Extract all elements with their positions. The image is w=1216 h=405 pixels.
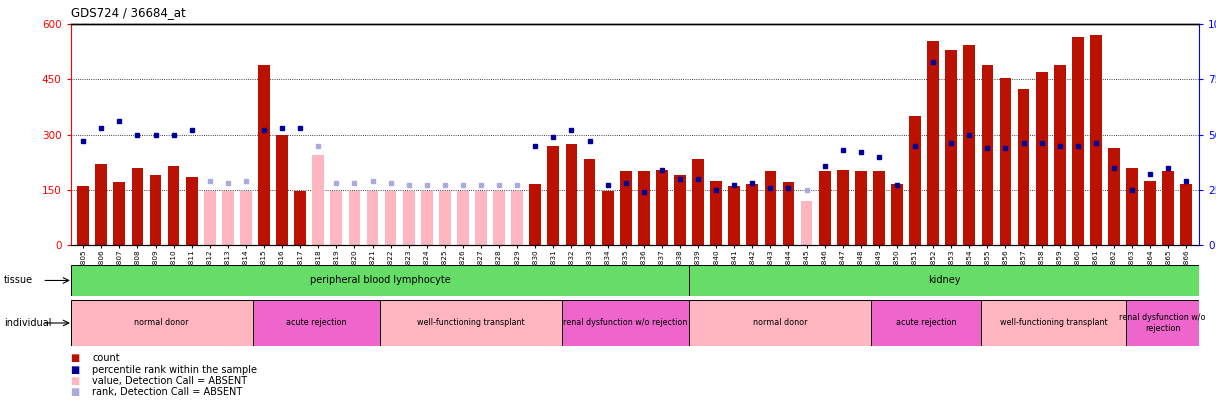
Text: individual: individual xyxy=(4,318,51,328)
Bar xyxy=(150,175,162,245)
Bar xyxy=(402,191,415,245)
Bar xyxy=(258,65,270,245)
Text: ■: ■ xyxy=(71,388,80,397)
Bar xyxy=(747,184,759,245)
Bar xyxy=(512,191,523,245)
Text: rank, Detection Call = ABSENT: rank, Detection Call = ABSENT xyxy=(92,388,243,397)
Bar xyxy=(963,45,975,245)
Bar xyxy=(313,155,325,245)
Bar xyxy=(565,144,578,245)
Bar xyxy=(818,171,831,245)
Text: kidney: kidney xyxy=(928,275,961,286)
Bar xyxy=(981,65,993,245)
Bar xyxy=(71,300,253,346)
Bar xyxy=(367,191,378,245)
Bar xyxy=(855,171,867,245)
Bar xyxy=(439,191,451,245)
Bar xyxy=(240,191,252,245)
Bar xyxy=(421,191,433,245)
Text: count: count xyxy=(92,354,120,363)
Bar xyxy=(800,201,812,245)
Bar xyxy=(276,134,288,245)
Bar xyxy=(872,300,980,346)
Text: ■: ■ xyxy=(71,354,80,363)
Bar xyxy=(253,300,379,346)
Text: normal donor: normal donor xyxy=(753,318,807,328)
Bar xyxy=(910,116,921,245)
Bar xyxy=(945,50,957,245)
Bar xyxy=(602,191,614,245)
Bar xyxy=(1144,181,1156,245)
Bar xyxy=(710,181,722,245)
Bar xyxy=(168,166,180,245)
Bar xyxy=(783,183,794,245)
Bar xyxy=(294,191,306,245)
Bar xyxy=(1162,171,1175,245)
Bar xyxy=(1090,35,1102,245)
Bar xyxy=(204,191,215,245)
Bar xyxy=(1054,65,1065,245)
Text: well-functioning transplant: well-functioning transplant xyxy=(417,318,525,328)
Bar xyxy=(457,191,469,245)
Bar xyxy=(638,171,649,245)
Text: value, Detection Call = ABSENT: value, Detection Call = ABSENT xyxy=(92,376,248,386)
Bar xyxy=(1018,89,1030,245)
Bar xyxy=(78,186,89,245)
Bar xyxy=(529,184,541,245)
Text: ■: ■ xyxy=(71,376,80,386)
Bar xyxy=(674,175,686,245)
Text: normal donor: normal donor xyxy=(134,318,188,328)
Text: well-functioning transplant: well-functioning transplant xyxy=(1000,318,1108,328)
Text: GDS724 / 36684_at: GDS724 / 36684_at xyxy=(71,6,185,19)
Bar xyxy=(689,265,1199,296)
Bar xyxy=(1000,78,1012,245)
Bar xyxy=(349,191,360,245)
Bar xyxy=(584,159,596,245)
Bar xyxy=(71,265,689,296)
Bar xyxy=(494,191,505,245)
Text: renal dysfunction w/o
rejection: renal dysfunction w/o rejection xyxy=(1119,313,1206,333)
Bar xyxy=(1181,184,1192,245)
Bar xyxy=(1126,300,1199,346)
Bar xyxy=(728,186,741,245)
Bar xyxy=(1073,37,1083,245)
Bar xyxy=(765,171,776,245)
Bar xyxy=(562,300,689,346)
Bar xyxy=(131,168,143,245)
Bar xyxy=(655,170,668,245)
Bar xyxy=(928,41,939,245)
Bar xyxy=(379,300,562,346)
Bar xyxy=(384,191,396,245)
Text: peripheral blood lymphocyte: peripheral blood lymphocyte xyxy=(310,275,450,286)
Bar xyxy=(692,159,704,245)
Bar xyxy=(837,170,849,245)
Bar xyxy=(475,191,486,245)
Bar xyxy=(186,177,197,245)
Text: acute rejection: acute rejection xyxy=(896,318,956,328)
Text: acute rejection: acute rejection xyxy=(286,318,347,328)
Text: tissue: tissue xyxy=(4,275,33,286)
Bar xyxy=(873,171,885,245)
Bar xyxy=(1036,72,1047,245)
Bar xyxy=(620,171,631,245)
Bar xyxy=(1108,147,1120,245)
Bar xyxy=(547,146,559,245)
Text: renal dysfunction w/o rejection: renal dysfunction w/o rejection xyxy=(563,318,688,328)
Bar xyxy=(95,164,107,245)
Text: ■: ■ xyxy=(71,365,80,375)
Bar xyxy=(689,300,872,346)
Bar xyxy=(331,191,342,245)
Bar xyxy=(113,183,125,245)
Bar xyxy=(1126,168,1138,245)
Bar xyxy=(223,191,233,245)
Text: percentile rank within the sample: percentile rank within the sample xyxy=(92,365,258,375)
Bar xyxy=(891,184,902,245)
Bar xyxy=(980,300,1126,346)
